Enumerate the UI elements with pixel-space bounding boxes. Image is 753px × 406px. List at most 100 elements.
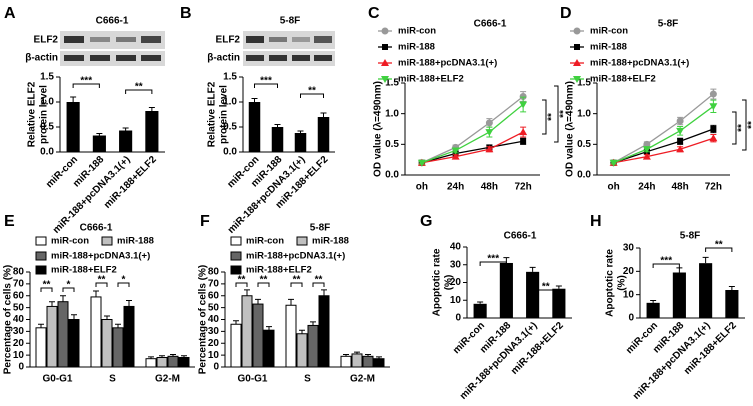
x-tick-label: G0-G1	[237, 374, 267, 385]
chart-title: 5-8F	[658, 19, 679, 30]
bar	[307, 324, 319, 368]
x-tick-label: G2-M	[350, 374, 375, 385]
significance-bracket	[479, 261, 507, 266]
bar	[296, 333, 308, 368]
error-bar	[70, 96, 77, 102]
bar	[46, 305, 58, 368]
error-bar	[354, 351, 360, 354]
significance-label: ***	[80, 76, 92, 87]
significance-bracket	[705, 247, 733, 252]
point	[643, 140, 651, 148]
bar	[123, 305, 135, 368]
point	[519, 101, 528, 109]
bar	[263, 329, 275, 368]
y-tick-label: 40	[450, 242, 462, 253]
blot-b	[243, 31, 335, 66]
legend-swatch	[35, 265, 47, 275]
significance-label: ***	[487, 254, 499, 265]
y-axis-label: protein level	[219, 85, 230, 144]
legend-label: miR-188+pcDNA3.1(+)	[51, 251, 150, 262]
error-bar	[477, 301, 484, 304]
legend-swatch	[230, 251, 242, 261]
error-bar	[320, 112, 327, 117]
bar	[145, 358, 157, 368]
error-bar	[529, 266, 536, 272]
y-tick-label: 1.0	[223, 97, 237, 108]
y-tick-label: 50	[208, 302, 220, 313]
panel-letter: D	[560, 5, 572, 22]
bar	[230, 323, 242, 368]
error-bar	[38, 323, 44, 328]
error-bar	[702, 256, 709, 264]
legend-swatch	[296, 236, 308, 246]
significance-label: *	[122, 275, 126, 286]
error-bar	[93, 290, 99, 297]
significance-label: **	[715, 240, 723, 251]
significance-bracket	[40, 287, 53, 292]
error-bar	[251, 98, 258, 102]
bar	[725, 290, 739, 318]
y-tick-label: 30	[13, 326, 25, 337]
bar	[119, 130, 133, 152]
point	[676, 117, 684, 125]
bar	[271, 127, 284, 152]
x-tick-label: oh	[416, 182, 428, 193]
point	[710, 126, 717, 132]
y-tick-label: 0.5	[577, 139, 591, 150]
legend-swatch	[230, 236, 242, 246]
error-bar	[170, 354, 176, 357]
x-tick-label: 48h	[481, 182, 498, 193]
legend-label: miR-con	[398, 26, 436, 37]
significance-label: **	[135, 82, 143, 93]
y-axis-label: Relative ELF2	[27, 81, 38, 147]
point	[709, 103, 718, 111]
bar	[373, 358, 385, 368]
legend-label: miR-188	[117, 236, 154, 247]
blot-label: β-actin	[207, 53, 240, 64]
y-axis-label: Relative ELF2	[207, 81, 218, 147]
error-bar	[676, 267, 683, 273]
error-bar	[310, 321, 316, 326]
y-tick-label: 60	[13, 290, 25, 301]
y-axis-label: OD value (λ=490nm)	[373, 81, 384, 177]
y-tick-label: 10	[13, 350, 25, 361]
y-tick-label: 1.0	[577, 108, 591, 119]
legend-label: miR-188+pcDNA3.1(+)	[398, 58, 497, 69]
legend-label: miR-con	[590, 26, 628, 37]
line	[421, 140, 524, 164]
bar	[317, 117, 330, 152]
y-tick-label: 30	[450, 259, 462, 270]
point	[381, 27, 389, 35]
bar	[351, 353, 363, 368]
y-tick-label: 80	[13, 267, 25, 278]
point	[676, 127, 685, 135]
bar	[112, 327, 124, 368]
bar	[526, 271, 540, 318]
significance-label: **	[308, 86, 316, 97]
error-bar	[297, 130, 304, 133]
significance-bracket	[62, 287, 75, 292]
y-tick-label: 20	[623, 266, 635, 277]
panel-letter: A	[4, 5, 16, 22]
significance-label: **	[542, 282, 550, 293]
point	[709, 90, 717, 98]
error-bar	[376, 356, 382, 359]
legend-label: miR-188	[590, 42, 627, 53]
legend-swatch	[35, 236, 47, 246]
error-bar	[299, 329, 305, 334]
significance-bracket	[235, 282, 248, 287]
legend-label: miR-188+ELF2	[590, 74, 656, 85]
panel-letter: E	[4, 213, 15, 230]
y-tick-label: 1.5	[385, 78, 399, 89]
error-bar	[115, 323, 121, 328]
legend-label: miR-188	[398, 42, 435, 53]
error-bar	[266, 326, 272, 331]
y-axis-label: OD value (λ=490nm)	[565, 81, 576, 177]
y-tick-label: 10	[450, 295, 462, 306]
significance-bracket	[300, 93, 324, 98]
panel-letter: G	[420, 213, 432, 230]
significance-label: **	[238, 275, 246, 286]
chart-title: 5-8F	[310, 223, 331, 234]
significance-label: *	[67, 280, 71, 291]
bar	[294, 133, 307, 152]
